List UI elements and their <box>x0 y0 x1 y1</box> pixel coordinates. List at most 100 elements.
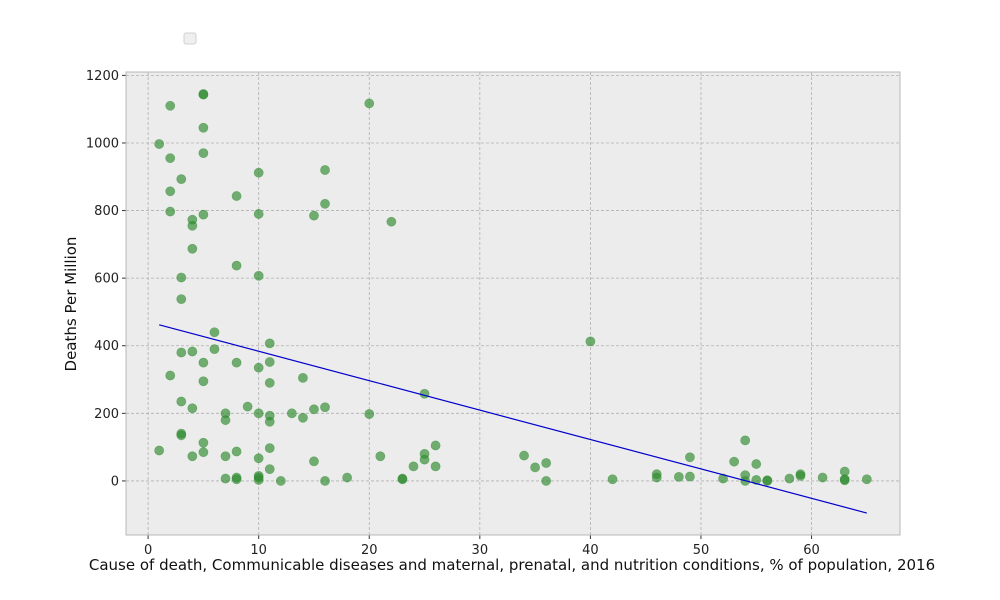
scatter-point <box>740 435 751 446</box>
scatter-point <box>309 404 319 415</box>
scatter-point <box>253 475 264 485</box>
x-tick-label: 10 <box>250 543 267 558</box>
scatter-point <box>253 362 264 373</box>
scatter-point <box>729 456 740 467</box>
scatter-point <box>220 415 231 425</box>
scatter-point <box>342 472 353 483</box>
grid-lines <box>126 72 900 535</box>
x-tick-label: 30 <box>472 543 489 558</box>
scatter-point <box>309 456 319 467</box>
scatter-point <box>320 476 330 486</box>
x-tick-label: 50 <box>693 543 710 558</box>
scatter-point <box>176 430 187 441</box>
scatter-point <box>198 437 209 448</box>
scatter-point <box>198 122 209 133</box>
scatter-point <box>220 451 231 462</box>
scatter-point <box>651 472 662 483</box>
scatter-point <box>386 216 397 227</box>
legend <box>183 32 197 45</box>
scatter-point <box>264 357 275 367</box>
scatter-point <box>231 446 242 457</box>
scatter-point <box>751 475 762 485</box>
trend-line <box>159 324 867 514</box>
scatter-point <box>209 327 220 338</box>
scatter-point <box>298 412 308 423</box>
scatter-point <box>419 388 430 399</box>
scatter-point <box>364 409 375 419</box>
scatter-point <box>673 471 684 482</box>
scatter-point <box>165 100 176 111</box>
scatter-point <box>220 473 231 484</box>
y-tick-label: 200 <box>94 407 119 422</box>
scatter-point <box>607 474 618 485</box>
scatter-point <box>253 270 264 281</box>
scatter-point <box>286 408 297 419</box>
data-points <box>154 89 872 486</box>
scatter-point <box>718 473 728 484</box>
scatter-point <box>817 472 828 483</box>
scatter-point <box>176 396 187 407</box>
scatter-point <box>264 464 275 474</box>
scatter-point <box>231 260 242 271</box>
scatter-point <box>154 445 165 456</box>
scatter-point <box>264 443 275 454</box>
legend-swatch <box>183 32 197 45</box>
scatter-point <box>198 148 209 159</box>
scatter-point <box>198 89 209 100</box>
scatter-point <box>530 462 541 473</box>
scatter-point <box>795 470 806 481</box>
scatter-point <box>176 294 187 305</box>
scatter-point <box>187 243 198 254</box>
x-tick-label: 0 <box>144 543 152 558</box>
scatter-point <box>198 447 209 458</box>
scatter-point <box>419 454 430 465</box>
scatter-point <box>320 165 330 175</box>
scatter-point <box>784 473 795 484</box>
scatter-point <box>187 403 198 414</box>
x-axis-label: Cause of death, Communicable diseases an… <box>89 556 935 574</box>
scatter-point <box>298 372 308 383</box>
scatter-point <box>408 461 419 472</box>
scatter-point <box>253 408 264 419</box>
scatter-point <box>264 416 275 427</box>
scatter-point <box>585 336 596 347</box>
scatter-point <box>187 220 198 231</box>
scatter-point <box>430 440 441 451</box>
scatter-point <box>839 475 850 486</box>
scatter-point <box>762 476 773 486</box>
scatter-point <box>165 153 176 164</box>
scatter-point <box>309 210 319 221</box>
scatter-point <box>198 209 209 220</box>
scatter-point <box>165 370 176 381</box>
scatter-point <box>231 474 242 485</box>
x-tick-label: 40 <box>582 543 599 558</box>
scatter-point <box>209 344 220 355</box>
x-tick-label: 20 <box>361 543 378 558</box>
scatter-point <box>231 357 242 368</box>
y-tick-label: 600 <box>94 272 119 287</box>
scatter-point <box>541 458 552 468</box>
scatter-point <box>320 402 330 413</box>
scatter-point <box>375 451 386 462</box>
scatter-point <box>165 206 176 217</box>
scatter-point <box>231 191 242 201</box>
scatter-point <box>176 347 187 358</box>
scatter-point <box>430 461 441 472</box>
scatter-point <box>685 452 695 463</box>
scatter-point <box>253 167 264 178</box>
scatter-point <box>253 209 264 219</box>
scatter-point <box>165 186 176 197</box>
y-tick-label: 400 <box>94 339 119 354</box>
y-axis-label: Deaths Per Million <box>62 237 80 372</box>
y-tick-label: 1200 <box>86 69 119 84</box>
scatter-point <box>198 357 209 368</box>
scatter-point <box>264 338 275 349</box>
y-tick-label: 0 <box>111 474 119 489</box>
scatter-point <box>751 459 762 469</box>
x-tick-label: 60 <box>803 543 820 558</box>
scatter-point <box>541 476 552 486</box>
scatter-point <box>264 378 275 388</box>
scatter-point <box>154 139 165 149</box>
